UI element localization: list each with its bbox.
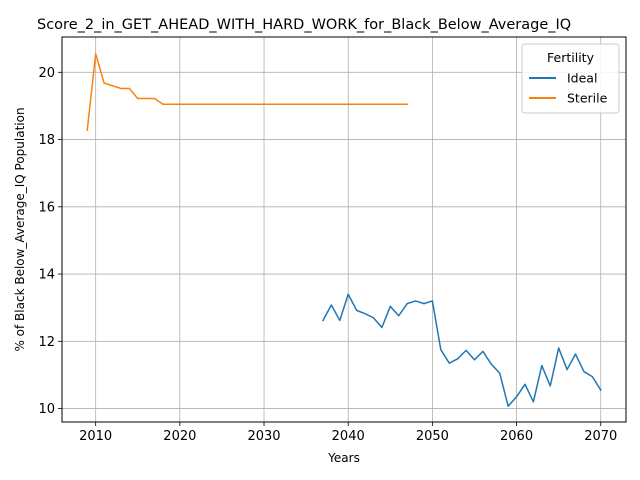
legend-label-sterile: Sterile — [567, 91, 608, 106]
y-tick-label: 18 — [38, 133, 55, 148]
x-tick-label: 2060 — [500, 429, 533, 444]
x-tick-label: 2030 — [247, 429, 280, 444]
x-tick-label: 2040 — [332, 429, 365, 444]
x-tick-label: 2010 — [79, 429, 112, 444]
legend-label-ideal: Ideal — [567, 71, 597, 86]
y-tick-label: 20 — [38, 66, 55, 81]
x-tick-label: 2020 — [163, 429, 196, 444]
chart-title: Score_2_in_GET_AHEAD_WITH_HARD_WORK_for_… — [37, 17, 571, 33]
y-tick-label: 14 — [38, 268, 55, 283]
x-tick-label: 2050 — [416, 429, 449, 444]
x-tick-label: 2070 — [584, 429, 617, 444]
y-tick-label: 16 — [38, 200, 55, 215]
y-axis-label: % of Black Below_Average_IQ Population — [13, 107, 27, 351]
legend: Fertility Ideal Sterile — [522, 44, 619, 113]
x-axis-label: Years — [327, 451, 360, 465]
y-tick-label: 12 — [38, 335, 55, 350]
legend-title: Fertility — [547, 50, 595, 65]
y-tick-label: 10 — [38, 402, 55, 417]
